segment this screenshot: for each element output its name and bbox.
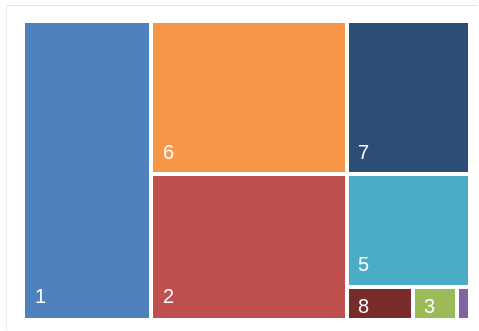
treemap-tile-label-7: 7 bbox=[358, 142, 369, 164]
treemap-tile-3 bbox=[415, 289, 455, 318]
treemap-tile-6 bbox=[153, 23, 345, 172]
treemap-tile-7 bbox=[349, 23, 468, 172]
treemap-tile-label-1: 1 bbox=[35, 286, 46, 308]
treemap-tile-4 bbox=[459, 289, 468, 318]
treemap-tile-label-2: 2 bbox=[163, 286, 174, 308]
treemap-tile-label-3: 3 bbox=[424, 296, 435, 318]
treemap-tile-label-6: 6 bbox=[163, 142, 174, 164]
treemap-tile-1 bbox=[25, 23, 149, 318]
treemap-tile-5 bbox=[349, 176, 468, 285]
treemap-tile-2 bbox=[153, 176, 345, 318]
treemap-tile-8 bbox=[349, 289, 411, 318]
treemap-tile-label-8: 8 bbox=[358, 296, 369, 318]
treemap-tile-label-5: 5 bbox=[358, 254, 369, 276]
chart-frame bbox=[6, 5, 478, 330]
